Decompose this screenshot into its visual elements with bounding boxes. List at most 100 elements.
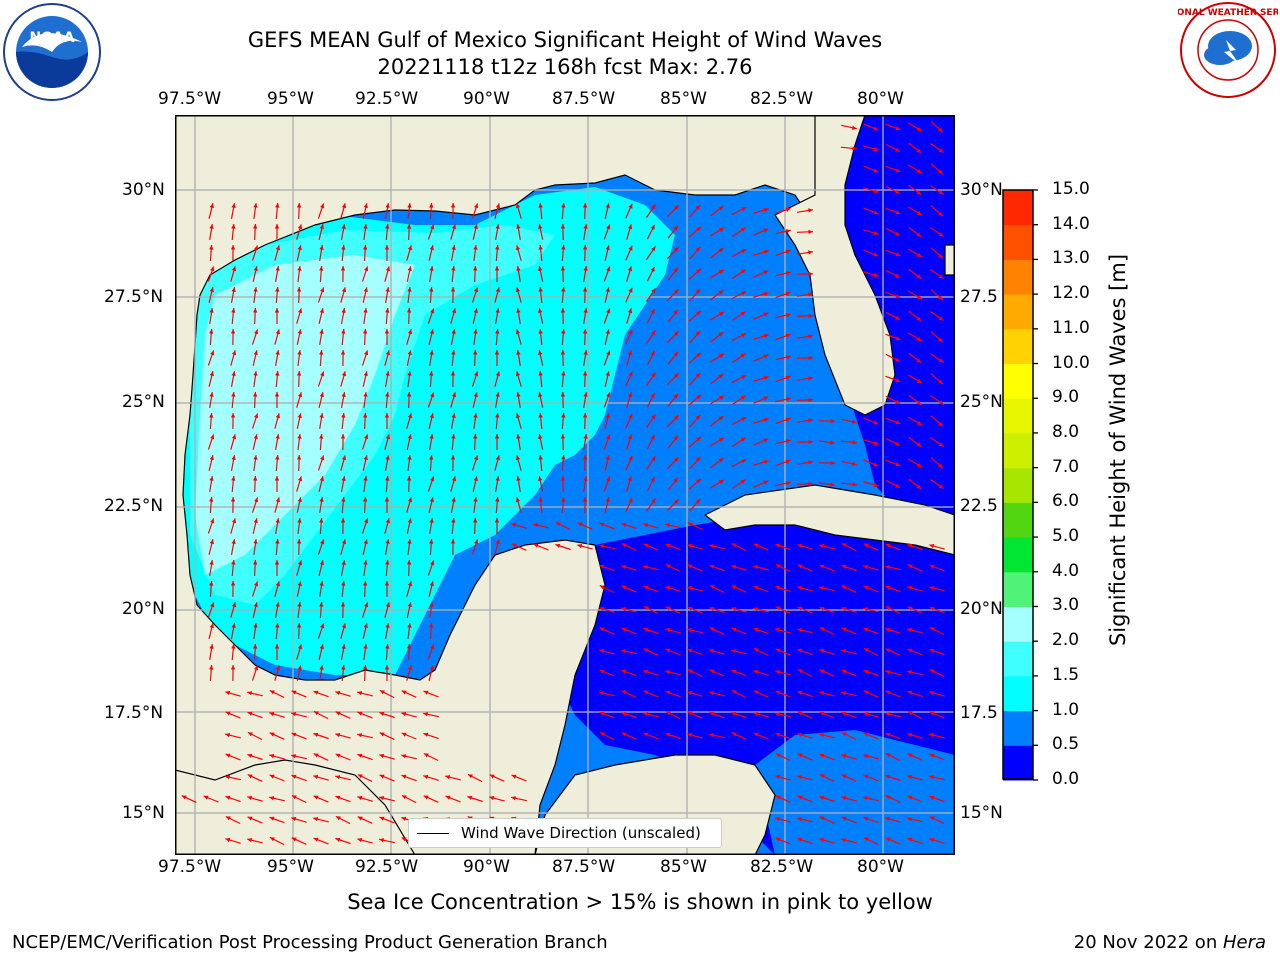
wind-wave-arrow-head [687,669,693,674]
colorbar-tick-label: 9.0 [1052,387,1080,408]
wind-wave-arrow-head [538,308,543,314]
wind-wave-arrow-head [297,392,303,398]
wind-wave-arrow-head [916,274,922,279]
wind-wave-arrow-head [225,816,231,821]
wind-wave-arrow-head [423,690,429,695]
wind-wave-arrow-head [451,497,456,502]
colorbar-swatch [1003,641,1033,677]
wind-wave-arrow-head [423,774,429,780]
wind-wave-arrow-head [938,316,944,321]
wind-wave-arrow-head [363,497,368,502]
wind-wave-arrow-head [363,644,368,649]
wind-wave-arrow-head [718,269,724,275]
wind-wave-arrow-head [665,585,671,591]
wind-wave-arrow-head [560,350,566,355]
wind-wave-arrow-head [740,311,746,316]
wind-wave-arrow-head [650,476,655,482]
wind-wave-arrow-head [341,329,346,334]
wind-wave-arrow-head [495,287,500,293]
wind-wave-arrow-head [379,838,384,843]
wind-wave-arrow-head [297,476,303,482]
wind-wave-arrow-head [363,224,368,229]
wind-wave-arrow-head [687,648,693,653]
wind-wave-arrow-head [363,245,368,250]
wind-wave-arrow-head [231,203,236,208]
colorbar-swatch [1003,502,1033,538]
wind-wave-arrow-head [363,308,368,313]
wind-wave-arrow-head [385,476,390,481]
wind-wave-arrow-head [275,371,280,376]
wind-wave-arrow-head [209,245,214,250]
wind-wave-arrow-head [319,413,324,418]
wind-wave-arrow-head [274,560,280,565]
wind-wave-arrow-head [583,350,588,355]
wind-wave-arrow-head [384,665,390,670]
land-hispaniola-edge [944,244,955,276]
wind-wave-arrow-head [665,628,671,633]
wind-wave-arrow-head [606,350,611,356]
wind-wave-arrow-head [296,287,302,292]
wind-wave-arrow-head [895,483,901,488]
wind-wave-arrow-head [275,518,280,523]
wind-wave-arrow-head [538,266,543,272]
lat-label-left: 17.5°N [104,703,164,723]
wind-wave-arrow-head [384,581,390,586]
wind-wave-arrow-head [231,392,236,397]
lat-label-left: 30°N [122,180,165,200]
colorbar-swatch [1003,606,1033,642]
wind-wave-arrow-head [797,795,803,800]
wind-wave-arrow-head [379,732,385,737]
wind-wave-arrow-head [627,224,633,230]
wind-wave-arrow-head [210,434,215,440]
wind-wave-arrow-head [621,711,627,717]
wind-wave-arrow-head [873,230,879,236]
wind-wave-arrow-head [808,397,813,403]
wind-wave-arrow-head [247,795,253,801]
wind-wave-arrow-head [511,522,517,528]
wind-wave-arrow-head [740,353,746,358]
wind-wave-arrow-head [775,753,781,758]
wind-wave-arrow-head [274,224,280,229]
footer-machine: Hera [1222,932,1266,953]
wind-wave-arrow-head [621,564,627,570]
wind-wave-arrow-head [385,518,390,524]
wind-wave-arrow-head [863,796,868,801]
wind-wave-arrow-head [775,817,781,822]
wind-wave-arrow-head [319,245,324,250]
wind-wave-arrow-head [495,476,500,481]
wind-wave-arrow-head [364,602,369,608]
wind-wave-arrow-head [673,267,678,273]
colorbar-tick-label: 12.0 [1052,283,1090,304]
wind-wave-arrow-head [275,266,280,271]
lon-label-top: 95°W [267,89,314,109]
map-legend: Wind Wave Direction (unscaled) [408,818,722,848]
wind-wave-arrow-head [775,795,781,800]
legend-label: Wind Wave Direction (unscaled) [461,824,701,842]
wind-wave-arrow-head [181,795,187,800]
wind-wave-arrow-head [808,313,813,319]
wind-wave-arrow-head [709,544,715,549]
wind-wave-arrow-head [269,796,275,801]
wind-wave-arrow-head [741,375,747,380]
wind-wave-arrow-head [320,539,325,545]
wind-wave-arrow-head [741,207,747,212]
wind-wave-arrow-head [863,543,869,548]
wind-wave-arrow-head [363,476,368,481]
lat-label-left: 25°N [122,392,165,412]
wind-wave-arrow-head [516,266,521,271]
wind-wave-arrow-head [863,627,869,632]
wind-wave-arrow-head [695,205,701,210]
wind-wave-arrow-head [296,539,302,544]
wind-wave-arrow-head [895,189,901,194]
wind-wave-arrow-head [538,350,543,356]
wind-wave-arrow-head [797,775,803,780]
wind-wave-arrow-head [401,837,407,842]
wind-wave-arrow-head [797,564,803,569]
wind-wave-arrow-head [582,497,588,502]
wind-wave-arrow-head [606,434,611,440]
wind-wave-arrow-head [560,476,566,481]
wind-wave-arrow-head [423,712,428,717]
wind-wave-arrow-head [808,439,813,445]
colorbar-swatch [1003,328,1033,365]
wind-wave-arrow-head [731,564,737,570]
